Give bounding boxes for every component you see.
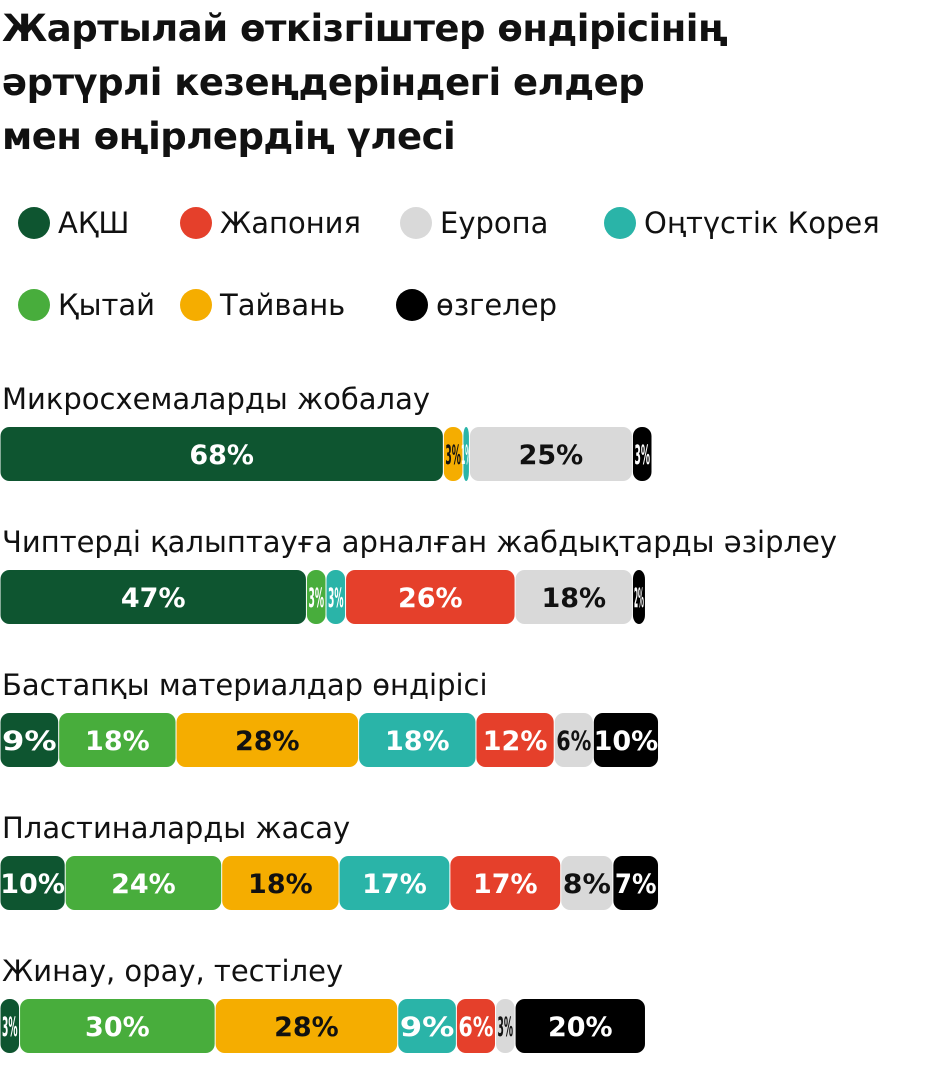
bar-5-segment-china bbox=[20, 999, 215, 1053]
bar-2-value-south-korea: 3% bbox=[328, 583, 344, 614]
bar-1-value-usa: 68% bbox=[189, 440, 254, 471]
bar-3-segment-taiwan bbox=[176, 713, 359, 767]
bar-5-value-china: 30% bbox=[85, 1012, 150, 1043]
bar-5-value-taiwan: 28% bbox=[274, 1012, 339, 1043]
legend-swatch-usa bbox=[18, 207, 50, 239]
bar-4-segment-usa bbox=[0, 856, 65, 910]
bar-4-value-others: 7% bbox=[615, 869, 657, 900]
bar-5-value-europe: 3% bbox=[498, 1012, 514, 1043]
bar-3-value-japan: 12% bbox=[483, 726, 548, 757]
bar-2-value-china: 3% bbox=[308, 583, 324, 614]
bar-2-segment-china bbox=[306, 570, 326, 624]
bar-3-value-taiwan: 28% bbox=[235, 726, 300, 757]
legend-label-europe: Еуропа bbox=[440, 206, 548, 240]
chart-title-line-2: әртүрлі кезеңдеріндегі елдер bbox=[2, 61, 645, 104]
bar-4-segment-taiwan bbox=[222, 856, 339, 910]
legend-label-japan: Жапония bbox=[220, 206, 361, 240]
legend-swatch-japan bbox=[180, 207, 212, 239]
bar-2-value-europe: 18% bbox=[541, 583, 606, 614]
bar-label-5: Жинау, орау, тестілеу bbox=[2, 954, 343, 988]
bar-4-segment-japan bbox=[450, 856, 561, 910]
bar-3-segment-china bbox=[59, 713, 176, 767]
legend-swatch-others bbox=[396, 289, 428, 321]
bar-2-segment-japan bbox=[346, 570, 515, 624]
bar-label-2: Чиптерді қалыптауға арналған жабдықтарды… bbox=[2, 525, 837, 559]
legend-swatch-taiwan bbox=[180, 289, 212, 321]
bar-5-segment-others bbox=[515, 999, 645, 1053]
bar-5-segment-japan bbox=[456, 999, 496, 1053]
chart-title-line-3: мен өңірлердің үлесі bbox=[2, 115, 456, 158]
bar-5-segment-taiwan bbox=[215, 999, 398, 1053]
legend-label-china: Қытай bbox=[58, 288, 155, 322]
bar-label-3: Бастапқы материалдар өндірісі bbox=[2, 668, 488, 702]
bar-3-value-usa: 9% bbox=[2, 726, 57, 757]
bar-5-segment-usa bbox=[0, 999, 20, 1053]
bar-4-value-europe: 8% bbox=[563, 869, 611, 900]
legend-label-usa: АҚШ bbox=[58, 206, 129, 240]
bar-5-value-usa: 3% bbox=[2, 1012, 18, 1043]
bar-2-segment-others bbox=[632, 570, 645, 624]
bar-3-segment-usa bbox=[0, 713, 59, 767]
legend-swatch-china bbox=[18, 289, 50, 321]
bar-5-value-south-korea: 9% bbox=[400, 1012, 455, 1043]
legend-swatch-south-korea bbox=[604, 207, 636, 239]
bar-2-segment-usa bbox=[0, 570, 306, 624]
legend-label-south-korea: Оңтүстік Корея bbox=[644, 206, 880, 240]
bar-4-value-china: 24% bbox=[111, 869, 176, 900]
bar-1-value-europe: 25% bbox=[519, 440, 584, 471]
bar-4-segment-others bbox=[613, 856, 659, 910]
bar-1-value-taiwan: 3% bbox=[445, 440, 461, 471]
bar-4-segment-europe bbox=[561, 856, 613, 910]
bar-1-value-south-korea: 1% bbox=[461, 440, 471, 471]
bar-label-4: Пластиналарды жасау bbox=[2, 811, 350, 845]
bar-1-segment-others bbox=[632, 427, 652, 481]
chart-title-line-1: Жартылай өткізгіштер өндірісінің bbox=[2, 7, 728, 50]
bar-3-value-south-korea: 18% bbox=[385, 726, 450, 757]
bar-2-value-usa: 47% bbox=[121, 583, 186, 614]
legend-label-taiwan: Тайвань bbox=[219, 288, 345, 322]
bar-5-value-others: 20% bbox=[548, 1012, 613, 1043]
bar-1-segment-usa bbox=[0, 427, 443, 481]
bar-3-segment-others bbox=[593, 713, 659, 767]
bar-2-value-japan: 26% bbox=[398, 583, 463, 614]
bar-4-segment-china bbox=[65, 856, 222, 910]
bar-1-value-others: 3% bbox=[634, 440, 650, 471]
legend-label-others: өзгелер bbox=[436, 288, 557, 322]
bar-label-1: Микросхемаларды жобалау bbox=[2, 382, 430, 416]
bar-3-value-others: 10% bbox=[594, 726, 659, 757]
bar-5-segment-europe bbox=[496, 999, 515, 1053]
bar-3-value-europe: 6% bbox=[556, 726, 591, 757]
bar-2-value-others: 2% bbox=[634, 583, 644, 614]
bar-4-value-taiwan: 18% bbox=[248, 869, 313, 900]
bar-5-segment-south-korea bbox=[398, 999, 456, 1053]
bar-2-segment-south-korea bbox=[326, 570, 346, 624]
bar-2-segment-europe bbox=[515, 570, 632, 624]
bar-4-value-japan: 17% bbox=[473, 869, 538, 900]
bar-1-segment-taiwan bbox=[443, 427, 463, 481]
bar-3-segment-japan bbox=[476, 713, 554, 767]
chart-title: Жартылай өткізгіштер өндірісінің әртүрлі… bbox=[2, 2, 922, 164]
bar-3-segment-europe bbox=[554, 713, 593, 767]
bar-1-segment-europe bbox=[469, 427, 632, 481]
bar-5-value-japan: 6% bbox=[458, 1012, 493, 1043]
bar-3-value-china: 18% bbox=[85, 726, 150, 757]
bar-4-segment-south-korea bbox=[339, 856, 450, 910]
bar-4-value-south-korea: 17% bbox=[362, 869, 427, 900]
legend-swatch-europe bbox=[400, 207, 432, 239]
bar-3-segment-south-korea bbox=[359, 713, 476, 767]
bar-1-segment-south-korea bbox=[463, 427, 469, 481]
bar-4-value-usa: 10% bbox=[0, 869, 65, 900]
